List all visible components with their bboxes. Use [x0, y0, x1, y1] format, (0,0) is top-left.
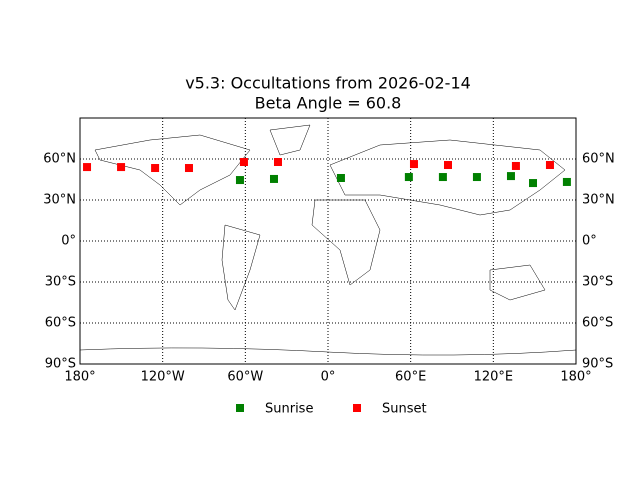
marker	[472, 173, 481, 182]
marker	[545, 161, 554, 170]
marker	[444, 161, 453, 170]
y-tick-label-right: 30°N	[582, 193, 615, 208]
chart-title: v5.3: Occultations from 2026-02-14	[185, 74, 471, 93]
x-tick-label: 120°E	[474, 370, 514, 385]
y-tick-label-right: 90°S	[582, 357, 613, 372]
x-tick-label: 60°E	[395, 370, 426, 385]
marker	[562, 177, 571, 186]
y-tick-label-right: 0°	[582, 234, 597, 249]
y-tick-label: 30°S	[45, 275, 76, 290]
marker	[336, 173, 345, 182]
y-tick-label-right: 60°S	[582, 316, 613, 331]
y-tick-label: 60°S	[45, 316, 76, 331]
marker	[404, 173, 413, 182]
marker	[529, 179, 538, 188]
y-tick-label: 0°	[61, 234, 76, 249]
marker	[506, 172, 515, 181]
marker	[438, 173, 447, 182]
x-tick-label: 60°W	[227, 370, 263, 385]
y-tick-label-right: 60°N	[582, 152, 615, 167]
chart-subtitle: Beta Angle = 60.8	[255, 94, 402, 113]
legend-marker	[236, 404, 244, 412]
x-tick-label: 0°	[321, 370, 336, 385]
y-tick-label: 90°S	[45, 357, 76, 372]
legend-marker	[353, 404, 361, 412]
x-tick-label: 180°	[560, 370, 591, 385]
marker	[273, 158, 282, 167]
legend-label: Sunrise	[265, 402, 313, 417]
marker	[184, 164, 193, 173]
marker	[235, 176, 244, 185]
marker	[117, 163, 126, 172]
x-tick-label: 180°	[64, 370, 95, 385]
y-tick-label: 60°N	[43, 152, 76, 167]
y-tick-label: 30°N	[43, 193, 76, 208]
coastlines	[79, 124, 577, 356]
marker	[511, 161, 520, 170]
x-tick-label: 120°W	[141, 370, 185, 385]
marker	[409, 160, 418, 169]
marker	[83, 163, 92, 172]
legend-label: Sunset	[382, 402, 427, 417]
marker	[151, 164, 160, 173]
marker	[239, 158, 248, 167]
marker	[269, 174, 278, 183]
y-tick-label-right: 30°S	[582, 275, 613, 290]
